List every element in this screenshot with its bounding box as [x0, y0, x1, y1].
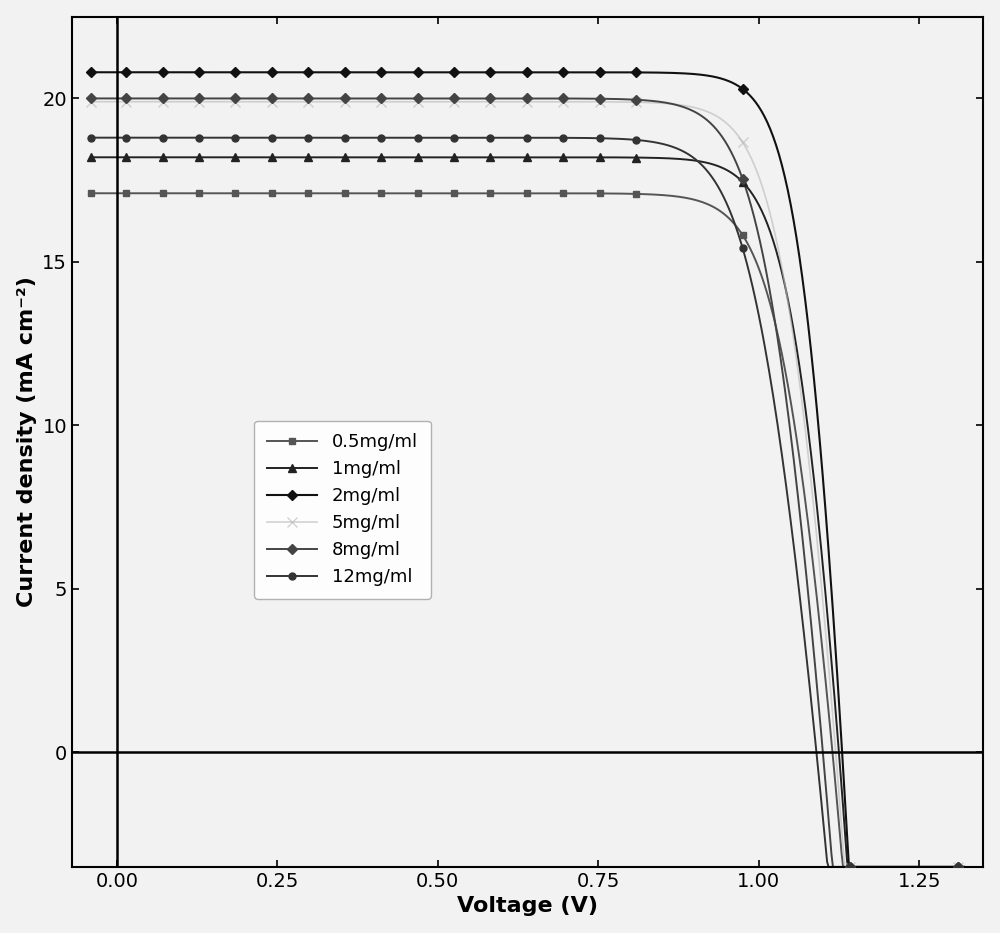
X-axis label: Voltage (V): Voltage (V) — [457, 897, 598, 916]
Legend: 0.5mg/ml, 1mg/ml, 2mg/ml, 5mg/ml, 8mg/ml, 12mg/ml: 0.5mg/ml, 1mg/ml, 2mg/ml, 5mg/ml, 8mg/ml… — [254, 421, 431, 599]
Y-axis label: Current density (mA cm⁻²): Current density (mA cm⁻²) — [17, 276, 37, 607]
